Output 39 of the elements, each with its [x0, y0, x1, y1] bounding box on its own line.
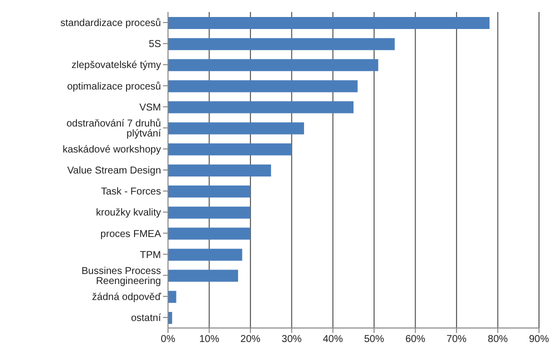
bar — [168, 248, 242, 261]
y-tick-label: 5S — [148, 39, 162, 50]
y-tick-label: kroužky kvality — [96, 208, 161, 219]
y-tick-label: zlepšovatelské týmy — [72, 60, 161, 72]
x-tick-label: 90% — [528, 334, 550, 346]
y-tick-label: TPM — [140, 250, 161, 261]
bar — [168, 270, 238, 282]
y-tick-label: žádná odpověď — [92, 292, 162, 303]
y-tick-label: Task - Forces — [100, 186, 161, 198]
y-tick-label: optimalizace procesů — [67, 80, 161, 92]
x-tick-label: 20% — [240, 334, 261, 346]
x-tick-label: 10% — [199, 334, 220, 346]
y-tick-label: proces FMEA — [100, 228, 162, 240]
y-tick-label: standardizace procesů — [60, 17, 161, 30]
bar — [168, 38, 395, 50]
y-tick-label: kaskádové workshopy — [62, 144, 161, 156]
x-tick-label: 60% — [405, 334, 426, 346]
x-tick-label: 30% — [282, 334, 302, 346]
bar — [168, 143, 292, 156]
x-tick-label: 40% — [322, 334, 344, 346]
y-tick-label: Bussines Process Reengineering — [82, 266, 161, 287]
x-tick-label: 80% — [488, 334, 508, 346]
bar — [168, 186, 250, 198]
bar — [168, 164, 272, 176]
x-tick-label: 50% — [364, 334, 384, 346]
y-tick-label: odstraňování 7 druhů plýtvání — [66, 117, 162, 140]
bar — [168, 59, 378, 72]
bar — [168, 80, 358, 92]
bar — [168, 17, 490, 29]
x-tick-label: 70% — [446, 334, 467, 346]
y-tick-label: VSM — [139, 102, 161, 114]
bar — [168, 122, 304, 134]
bar — [168, 228, 250, 240]
x-tick-label: 0% — [160, 334, 176, 346]
bar — [168, 101, 354, 114]
y-tick-label: ostatní — [130, 313, 162, 324]
y-tick-label: Value Stream Design — [67, 166, 161, 177]
bar — [168, 290, 176, 303]
bar — [168, 206, 250, 219]
